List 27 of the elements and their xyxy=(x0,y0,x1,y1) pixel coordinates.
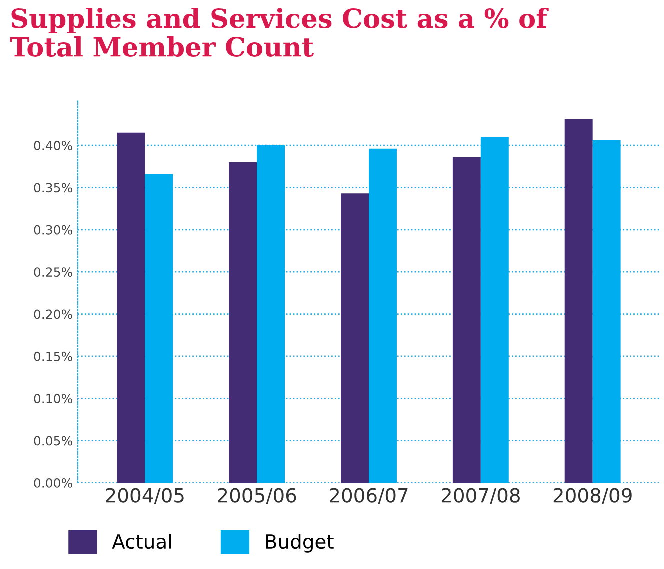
y-tick-label: 0.15% xyxy=(34,352,72,362)
legend-label: Budget xyxy=(266,534,334,553)
x-tick-label: 2004/05 xyxy=(106,488,184,504)
x-tick-label: 2008/09 xyxy=(554,488,632,504)
x-tick-label: 2005/06 xyxy=(218,488,296,504)
chart-title: Supplies and Services Cost as a % of Total Member Count xyxy=(10,8,549,57)
bar xyxy=(452,157,481,483)
bar xyxy=(480,137,509,483)
legend-label: Actual xyxy=(112,534,172,550)
y-tick-label: 0.20% xyxy=(34,310,72,320)
y-tick-label: 0.25% xyxy=(34,268,72,278)
bar xyxy=(257,146,286,483)
y-tick-label: 0.35% xyxy=(34,183,72,193)
bar xyxy=(341,194,369,483)
bar xyxy=(117,132,146,483)
x-tick-label: 2007/08 xyxy=(442,488,520,504)
y-tick-label: 0.00% xyxy=(34,478,72,488)
bar xyxy=(564,119,593,483)
y-tick-label: 0.30% xyxy=(34,225,72,235)
bar xyxy=(229,162,258,483)
bar xyxy=(145,174,174,483)
y-tick-label: 0.05% xyxy=(34,436,72,446)
x-tick-label: 2006/07 xyxy=(330,488,408,504)
bar xyxy=(369,148,397,483)
y-tick-label: 0.40% xyxy=(34,141,72,150)
y-tick-label: 0.10% xyxy=(34,394,72,404)
bar xyxy=(592,140,621,483)
